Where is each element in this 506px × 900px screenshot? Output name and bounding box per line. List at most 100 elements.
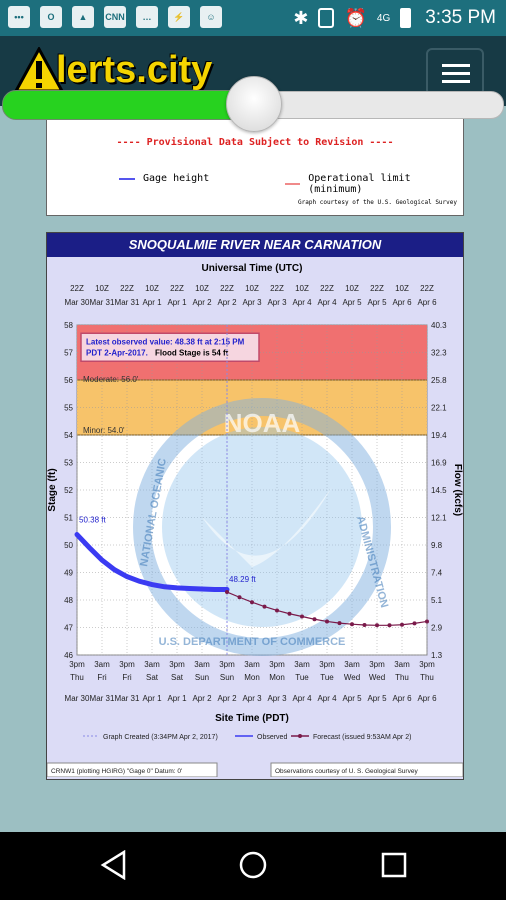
y2-tick-label: 1.3: [431, 651, 443, 660]
gage-line-swatch: [119, 177, 135, 180]
bottom-tick-day: Sun: [195, 673, 209, 682]
hydrograph-title: SNOQUALMIE RIVER NEAR CARNATION: [47, 233, 463, 257]
status-bar: ••• O ▲ CNN … ⚡ ☺ ✱ ⏰ 4G 3:35 PM: [0, 0, 506, 36]
top-tick-time: 22Z: [420, 284, 434, 293]
bottom-tick-day: Fri: [97, 673, 107, 682]
bottom-tick-time: 3am: [194, 660, 210, 669]
top-tick-date: Apr 5: [342, 298, 362, 307]
signal-icon: 4G: [376, 12, 391, 24]
recents-icon[interactable]: [380, 850, 408, 880]
top-tick-time: 10Z: [95, 284, 109, 293]
top-tick-time: 10Z: [145, 284, 159, 293]
y2-tick-label: 9.8: [431, 541, 443, 550]
legend-created-label: Graph Created (3:34PM Apr 2, 2017): [103, 734, 218, 741]
forecast-point: [275, 608, 279, 613]
latest-value-date: PDT 2-Apr-2017.: [86, 348, 148, 357]
minor-threshold-label: Minor: 54.0': [83, 426, 125, 435]
bottom-tick-date: Apr 1: [167, 694, 187, 703]
forecast-point: [287, 611, 292, 616]
bottom-tick-date: Apr 2: [192, 694, 212, 703]
bottom-tick-date: Mar 31: [90, 694, 115, 703]
forecast-point: [387, 623, 392, 628]
y-tick-label: 47: [64, 624, 73, 633]
forecast-point: [312, 617, 317, 622]
bottom-tick-time: 3am: [144, 660, 160, 669]
forecast-point: [337, 621, 342, 626]
footer-station-text: CRNW1 (plotting HGIRG) "Gage 0" Datum: 0…: [51, 768, 182, 775]
forecast-point: [325, 619, 329, 624]
y2-tick-label: 19.4: [431, 431, 447, 440]
y-tick-label: 51: [64, 514, 73, 523]
slider-fill: [2, 90, 254, 120]
messenger-icon: ⚡: [168, 6, 190, 28]
forecast-point: [425, 619, 429, 624]
bottom-tick-date: Apr 6: [417, 694, 437, 703]
menu-icon-bar: [442, 80, 470, 83]
bottom-tick-date: Apr 4: [292, 694, 312, 703]
top-tick-date: Apr 1: [167, 298, 187, 307]
top-tick-date: Mar 30: [65, 298, 90, 307]
level-slider[interactable]: [0, 76, 506, 132]
bottom-tick-time: 3pm: [219, 660, 235, 669]
forecast-point: [225, 590, 229, 595]
graph-courtesy: Graph courtesy of the U.S. Geological Su…: [298, 199, 457, 206]
y2-tick-label: 32.3: [431, 349, 447, 358]
bottom-tick-date: Mar 31: [115, 694, 140, 703]
bottom-tick-date: Apr 5: [342, 694, 362, 703]
slider-track-rest: [240, 91, 504, 119]
bottom-tick-time: 3am: [244, 660, 260, 669]
y-tick-label: 57: [64, 349, 73, 358]
noaa-watermark-text: NOAA: [224, 408, 301, 438]
warning-triangle-icon: [14, 47, 64, 93]
logo-text: lerts.city: [56, 48, 213, 91]
outlook-icon: O: [40, 6, 62, 28]
footer-station-box: [47, 762, 218, 777]
top-tick-date: Apr 1: [142, 298, 162, 307]
top-tick-time: 22Z: [270, 284, 284, 293]
bottom-tick-day: Sun: [220, 673, 234, 682]
chat-icon: •••: [8, 6, 30, 28]
start-value-label: 50.38 ft: [79, 516, 106, 525]
bottom-tick-time: 3pm: [119, 660, 135, 669]
bottom-tick-day: Wed: [344, 673, 360, 682]
observed-series-line: [74, 532, 230, 593]
back-icon[interactable]: [100, 850, 128, 880]
top-tick-date: Mar 31: [90, 298, 115, 307]
moderate-threshold-label: Moderate: 56.0': [83, 375, 139, 384]
bottom-axis-title: Site Time (PDT): [215, 713, 289, 724]
operational-line-swatch: [285, 183, 301, 185]
person-icon: ☺: [200, 6, 222, 28]
forecast-point: [362, 623, 367, 628]
forecast-point: [350, 622, 354, 627]
bottom-tick-day: Mon: [244, 673, 260, 682]
top-tick-date: Apr 5: [367, 298, 387, 307]
top-tick-time: 22Z: [370, 284, 384, 293]
cnn-icon: CNN: [104, 6, 126, 28]
forecast-point: [300, 614, 304, 619]
bottom-tick-day: Wed: [369, 673, 385, 682]
y2-tick-label: 2.9: [431, 624, 443, 633]
top-tick-time: 10Z: [395, 284, 409, 293]
battery-icon: [400, 8, 412, 28]
bottom-tick-date: Apr 4: [317, 694, 337, 703]
bottom-tick-time: 3pm: [169, 660, 185, 669]
slider-knob[interactable]: [226, 76, 282, 132]
top-axis-title: Universal Time (UTC): [202, 263, 303, 274]
top-tick-time: 22Z: [120, 284, 134, 293]
bottom-tick-time: 3pm: [269, 660, 285, 669]
y2-tick-label: 16.9: [431, 459, 447, 468]
bottom-tick-day: Mon: [269, 673, 285, 682]
bottom-tick-time: 3pm: [319, 660, 335, 669]
top-tick-time: 22Z: [70, 284, 84, 293]
home-icon[interactable]: [238, 850, 268, 880]
top-tick-date: Mar 31: [115, 298, 140, 307]
gage-height-label: Gage height: [143, 173, 210, 184]
y2-tick-label: 7.4: [431, 569, 443, 578]
bottom-tick-day: Thu: [395, 673, 409, 682]
alert-icon: ▲: [72, 6, 94, 28]
message-icon: …: [136, 6, 158, 28]
cnn-label: CNN: [105, 12, 125, 22]
forecast-point: [237, 595, 242, 600]
top-tick-date: Apr 6: [417, 298, 437, 307]
y-tick-label: 54: [64, 431, 73, 440]
